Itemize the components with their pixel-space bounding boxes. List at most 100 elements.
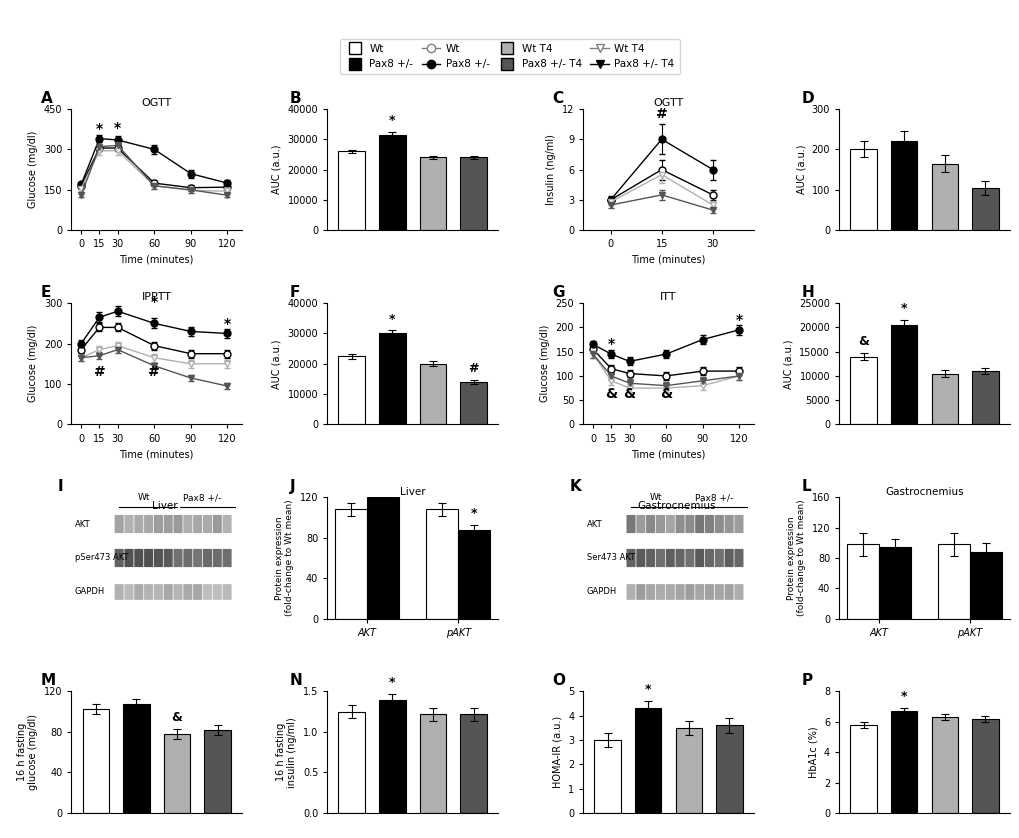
Bar (164, 734, 190, 813)
Bar (426, 510, 458, 618)
Legend: Wt, Pax8 +/-, Wt, Pax8 +/-, Wt T4, Pax8 +/- T4, Wt T4, Pax8 +/- T4: Wt, Pax8 +/-, Wt, Pax8 +/-, Wt T4, Pax8 … (340, 39, 679, 75)
Text: AKT: AKT (586, 520, 601, 529)
Bar (420, 714, 445, 813)
FancyBboxPatch shape (655, 515, 664, 533)
Y-axis label: 16 h fasting
insulin (ng/ml): 16 h fasting insulin (ng/ml) (275, 716, 298, 788)
FancyBboxPatch shape (135, 584, 144, 600)
Bar (715, 726, 742, 813)
FancyBboxPatch shape (124, 584, 133, 600)
X-axis label: Time (minutes): Time (minutes) (631, 255, 705, 265)
Title: OGTT: OGTT (653, 98, 683, 108)
Bar (204, 730, 230, 813)
FancyBboxPatch shape (665, 549, 675, 567)
Text: #: # (655, 107, 667, 121)
Text: Gastrocnemius: Gastrocnemius (637, 501, 715, 511)
FancyBboxPatch shape (124, 549, 133, 567)
FancyBboxPatch shape (714, 515, 723, 533)
Text: N: N (289, 674, 303, 689)
Bar (930, 163, 957, 230)
FancyBboxPatch shape (124, 515, 133, 533)
FancyBboxPatch shape (675, 549, 684, 567)
Text: Ser473 AKT: Ser473 AKT (586, 553, 634, 562)
Text: Liver: Liver (152, 501, 178, 511)
FancyBboxPatch shape (636, 549, 645, 567)
X-axis label: Time (minutes): Time (minutes) (119, 255, 194, 265)
Title: Liver: Liver (399, 487, 425, 497)
Text: *: * (607, 337, 614, 350)
Bar (891, 711, 916, 813)
Y-axis label: Glucose (mg/dl): Glucose (mg/dl) (29, 131, 39, 209)
FancyBboxPatch shape (222, 549, 231, 567)
Text: &: & (857, 335, 868, 349)
Bar (379, 700, 406, 813)
FancyBboxPatch shape (154, 515, 163, 533)
FancyBboxPatch shape (695, 549, 703, 567)
FancyBboxPatch shape (734, 549, 743, 567)
Y-axis label: Protein expression
(fold-change to Wt mean): Protein expression (fold-change to Wt me… (786, 499, 805, 616)
Text: *: * (900, 303, 907, 315)
Bar (460, 382, 486, 425)
Y-axis label: HOMA-IR (a.u.): HOMA-IR (a.u.) (552, 716, 561, 789)
Text: F: F (289, 285, 300, 300)
FancyBboxPatch shape (154, 549, 163, 567)
Text: &: & (659, 387, 672, 401)
Text: I: I (58, 479, 63, 494)
Y-axis label: Insulin (ng/ml): Insulin (ng/ml) (546, 134, 555, 205)
Title: Gastrocnemius: Gastrocnemius (884, 487, 963, 497)
FancyBboxPatch shape (193, 549, 202, 567)
Text: O: O (552, 674, 565, 689)
Title: IPPTT: IPPTT (142, 292, 171, 303)
Text: *: * (900, 691, 907, 703)
Text: *: * (96, 122, 103, 136)
Text: Wt: Wt (138, 494, 150, 502)
Bar (930, 374, 957, 425)
Y-axis label: Glucose (mg/dl): Glucose (mg/dl) (29, 325, 39, 402)
FancyBboxPatch shape (203, 515, 212, 533)
Y-axis label: Protein expression
(fold-change to Wt mean): Protein expression (fold-change to Wt me… (274, 499, 293, 616)
FancyBboxPatch shape (655, 549, 664, 567)
Bar (971, 188, 998, 230)
Y-axis label: HbA1c (%): HbA1c (%) (807, 727, 817, 778)
Bar (123, 704, 150, 813)
Text: Pax8 +/-: Pax8 +/- (695, 494, 733, 502)
FancyBboxPatch shape (734, 584, 743, 600)
Text: &: & (171, 711, 182, 724)
FancyBboxPatch shape (222, 584, 231, 600)
Bar (335, 510, 367, 618)
FancyBboxPatch shape (704, 549, 713, 567)
Bar (846, 545, 878, 618)
FancyBboxPatch shape (723, 584, 733, 600)
Y-axis label: AUC (a.u.): AUC (a.u.) (272, 339, 281, 389)
Bar (850, 725, 876, 813)
FancyBboxPatch shape (626, 515, 635, 533)
Bar (971, 719, 998, 813)
FancyBboxPatch shape (163, 584, 172, 600)
Bar (971, 371, 998, 425)
Text: H: H (801, 285, 813, 300)
Bar (878, 546, 910, 618)
FancyBboxPatch shape (636, 584, 645, 600)
FancyBboxPatch shape (723, 549, 733, 567)
Bar (460, 714, 486, 813)
FancyBboxPatch shape (695, 515, 703, 533)
FancyBboxPatch shape (723, 515, 733, 533)
Text: GAPDH: GAPDH (74, 587, 105, 597)
Bar (460, 158, 486, 230)
FancyBboxPatch shape (183, 549, 193, 567)
Title: OGTT: OGTT (142, 98, 171, 108)
Text: #: # (94, 365, 105, 379)
Y-axis label: Glucose (mg/dl): Glucose (mg/dl) (539, 325, 549, 402)
Text: K: K (569, 479, 581, 494)
FancyBboxPatch shape (626, 549, 635, 567)
Bar (338, 356, 365, 425)
Text: AKT: AKT (74, 520, 91, 529)
Text: *: * (151, 295, 158, 309)
Bar (850, 356, 876, 425)
Text: Pax8 +/-: Pax8 +/- (183, 494, 221, 502)
Bar (635, 708, 660, 813)
Y-axis label: AUC (a.u.): AUC (a.u.) (272, 145, 281, 194)
Bar (930, 717, 957, 813)
FancyBboxPatch shape (704, 584, 713, 600)
Bar (420, 158, 445, 230)
Text: Wt: Wt (649, 494, 661, 502)
